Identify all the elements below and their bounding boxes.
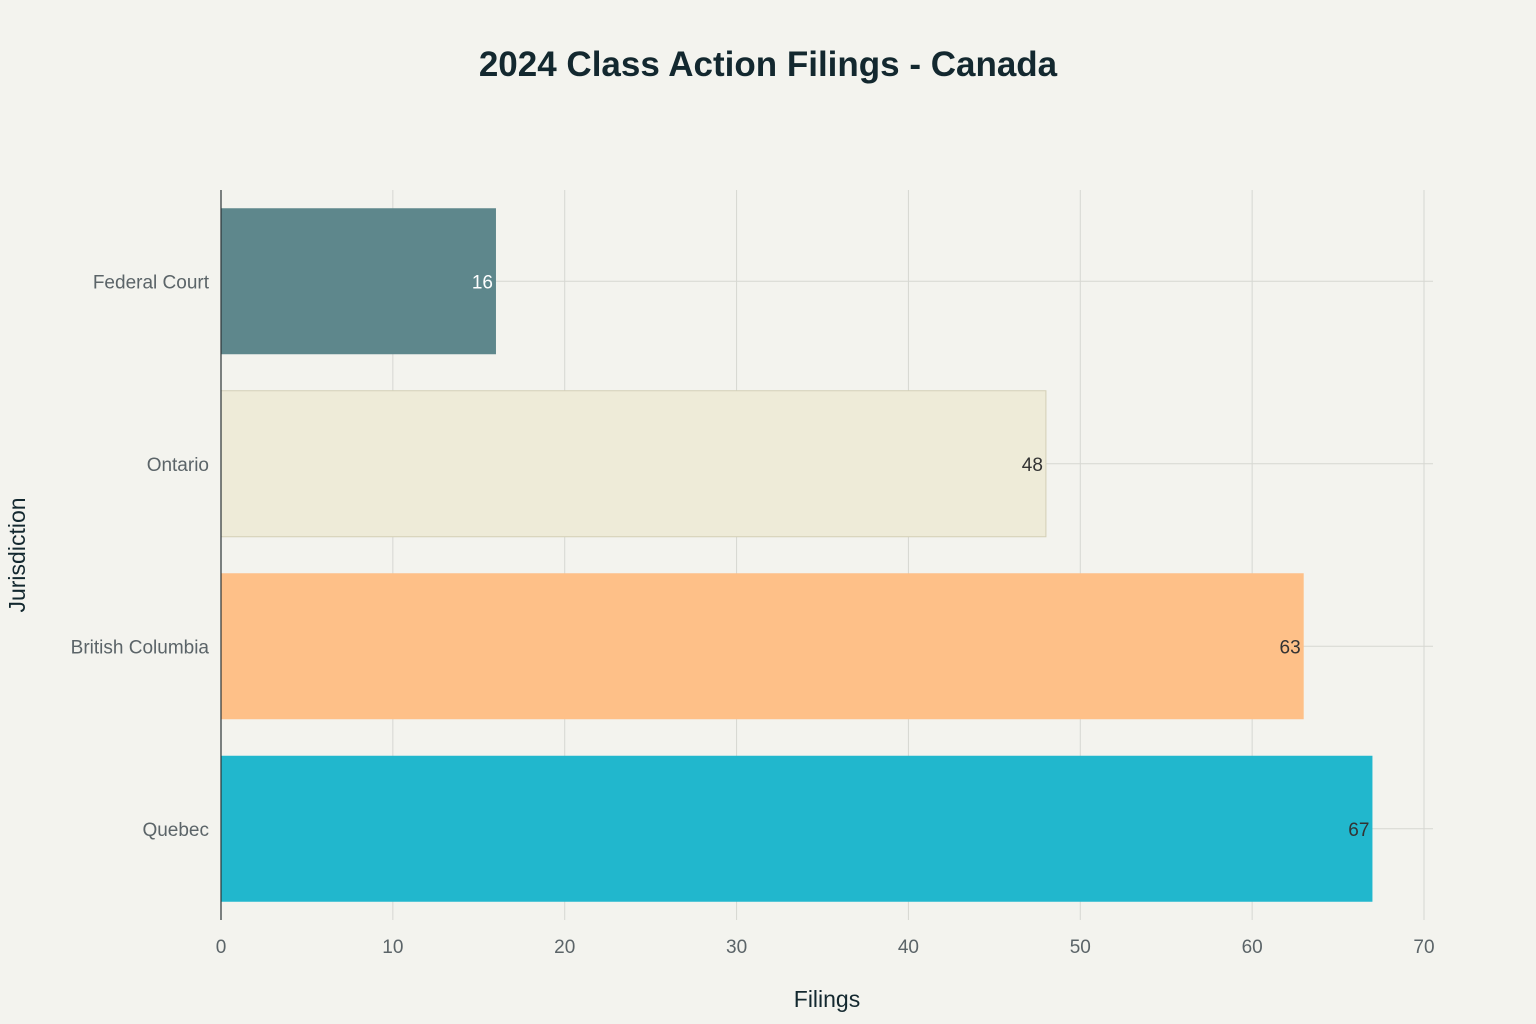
data-label: 63 — [1280, 637, 1301, 658]
x-tick-label: 20 — [554, 937, 575, 958]
x-tick-label: 0 — [216, 937, 227, 958]
data-label: 67 — [1348, 820, 1369, 841]
y-tick-label: British Columbia — [71, 637, 210, 658]
x-tick-label: 60 — [1242, 937, 1263, 958]
y-axis-title: Jurisdiction — [4, 497, 30, 612]
x-tick-label: 40 — [898, 937, 919, 958]
y-tick-label: Ontario — [147, 455, 209, 476]
x-tick-label: 70 — [1413, 937, 1434, 958]
x-axis-title: Filings — [794, 986, 860, 1012]
bars: 16 48 63 67 — [220, 208, 1373, 902]
bar-ontario — [220, 390, 1047, 538]
bar-british-columbia — [221, 573, 1304, 720]
x-tick-label: 50 — [1070, 937, 1091, 958]
bar-quebec — [221, 755, 1373, 902]
x-tick-label: 30 — [726, 937, 747, 958]
chart-title: 2024 Class Action Filings - Canada — [479, 45, 1058, 84]
axes: 0 10 20 30 40 50 60 70 Federal Court Ontario Briti… — [71, 190, 1435, 958]
data-label: 16 — [472, 272, 493, 293]
bar-federal-court — [221, 208, 496, 355]
y-tick-label: Quebec — [142, 820, 209, 841]
x-tick-label: 10 — [382, 937, 403, 958]
data-label: 48 — [1022, 455, 1043, 476]
y-tick-label: Federal Court — [93, 272, 210, 293]
